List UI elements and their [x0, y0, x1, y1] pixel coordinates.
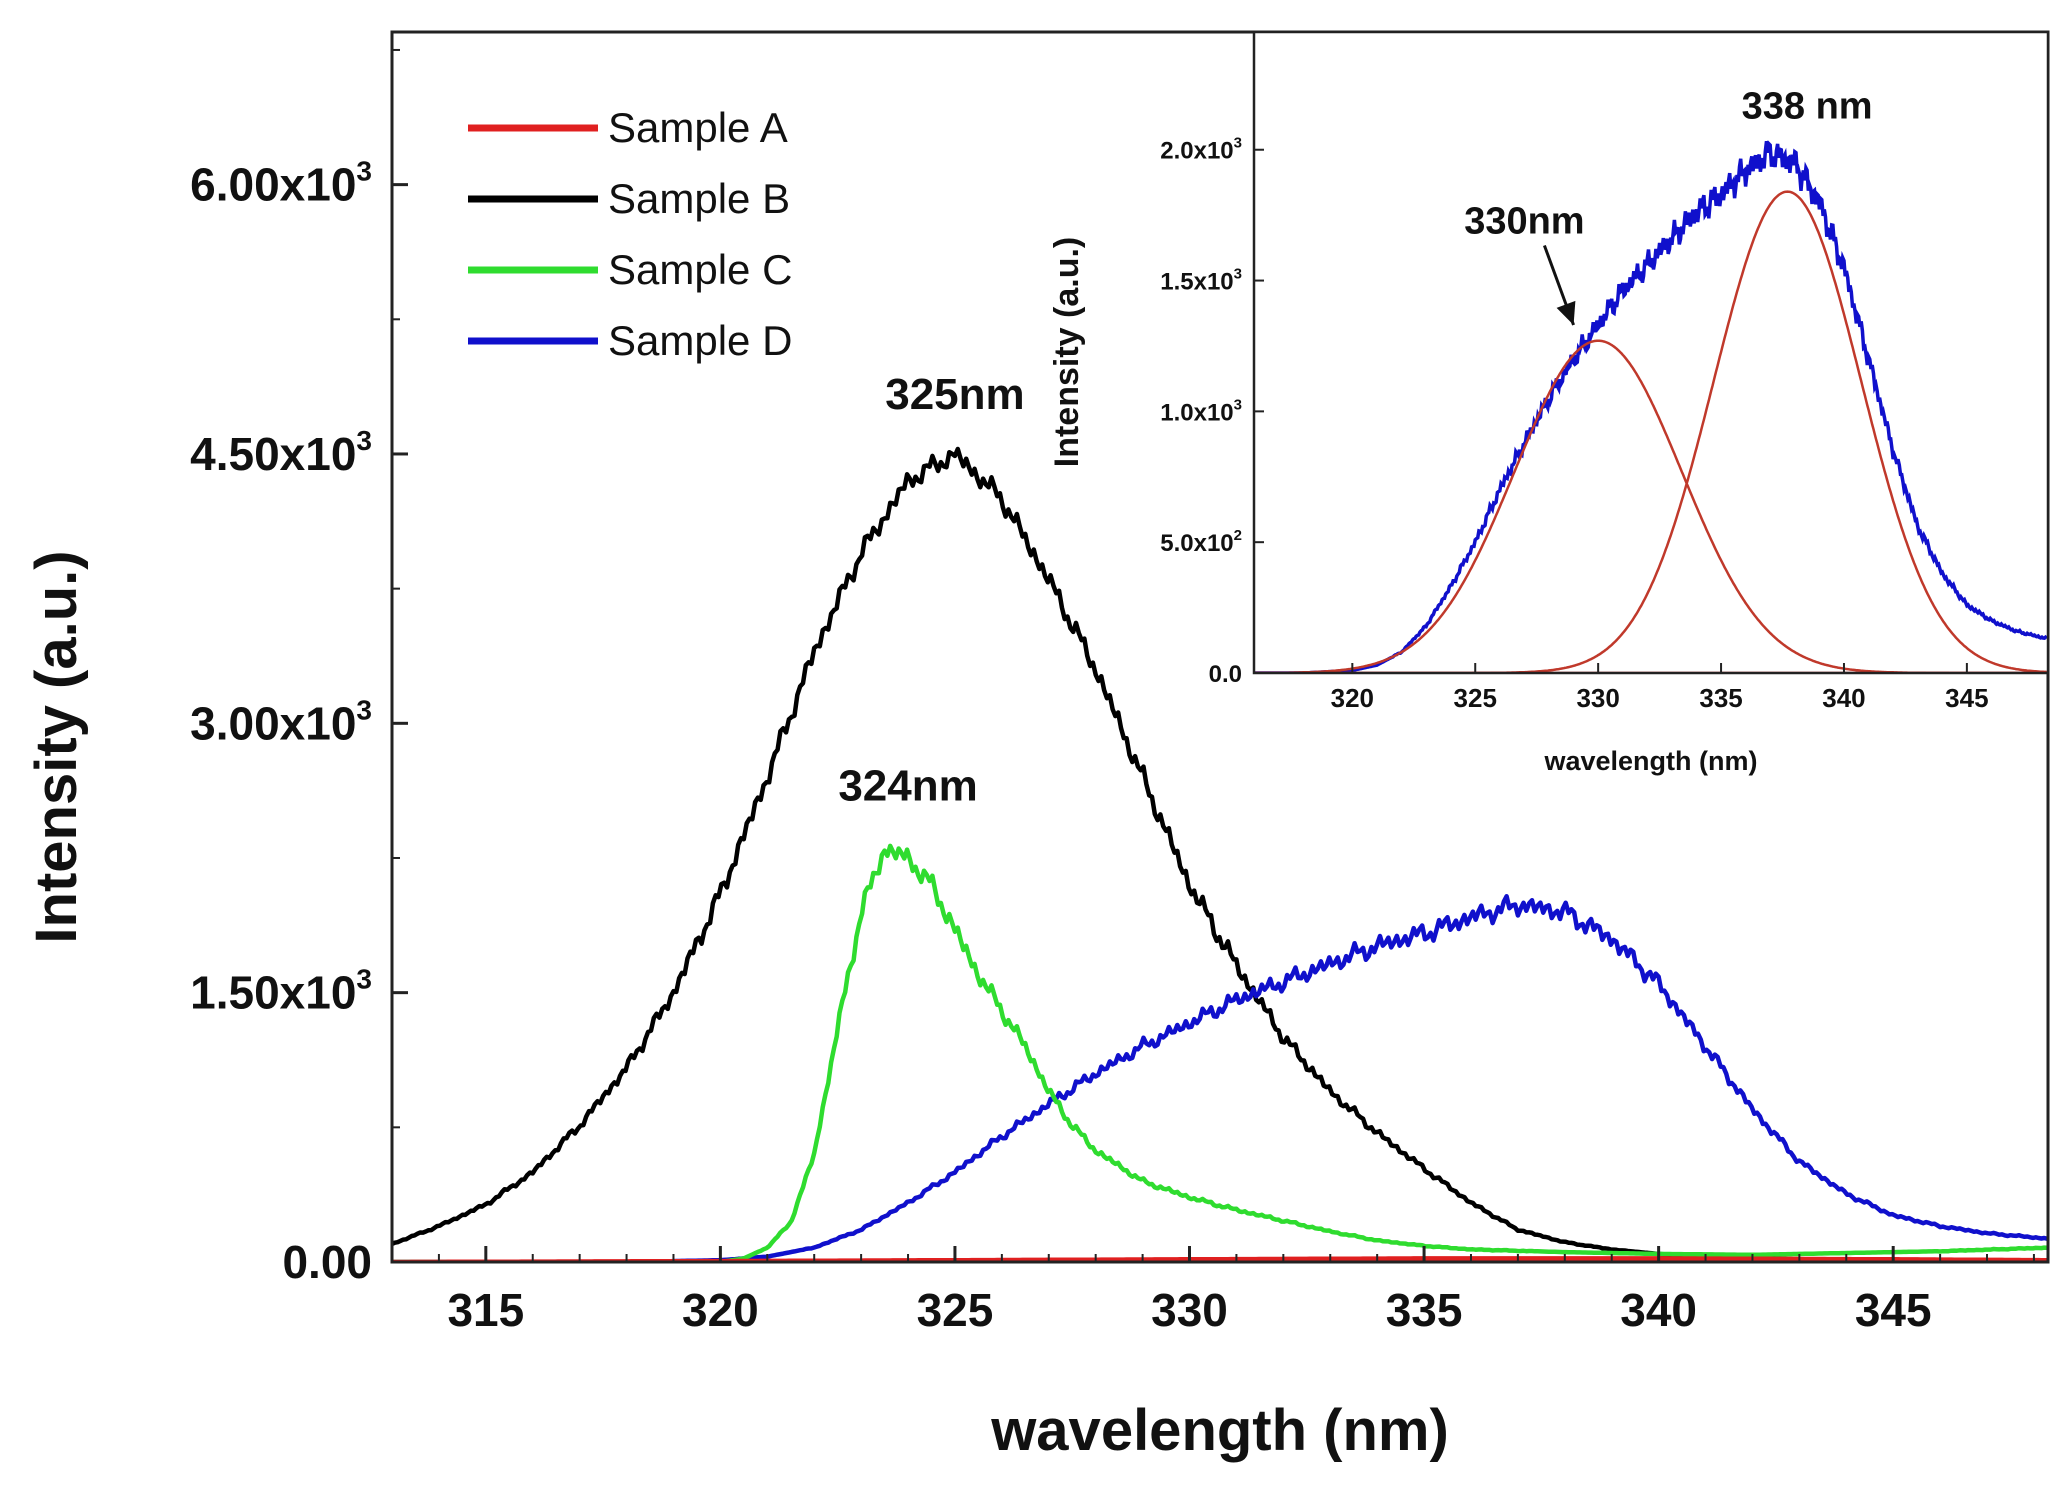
- y-axis-title: Intensity (a.u.): [24, 550, 89, 943]
- inset-y-tick-label: 5.0x102: [1160, 527, 1242, 557]
- legend-label-sample-a: Sample A: [608, 104, 788, 151]
- x-axis-title: wavelength (nm): [990, 1398, 1449, 1463]
- series-line-sample-c: [392, 843, 2048, 1262]
- inset-series-line-peak-338-nm-fit: [1254, 190, 2047, 673]
- legend-label-sample-d: Sample D: [608, 317, 792, 364]
- inset-x-tick-label: 345: [1945, 683, 1988, 713]
- inset-x-tick-label: 330: [1576, 683, 1619, 713]
- legend-label-sample-b: Sample B: [608, 175, 790, 222]
- inset-x-tick-label: 320: [1331, 683, 1374, 713]
- inset-annotations: 338 nm 330nm: [1464, 85, 1873, 326]
- inset-arrow-head: [1556, 300, 1576, 326]
- inset-ticks: 320 325 330 335 340 345 0.0 5.0x102 1.0x103 1.5x1…: [1160, 135, 1988, 713]
- x-tick-label: 315: [447, 1284, 524, 1336]
- main-annotations: 325nm 324nm: [838, 370, 1024, 810]
- inset-x-axis-title: wavelength (nm): [1543, 746, 1757, 776]
- x-tick-label: 340: [1620, 1284, 1697, 1336]
- legend-label-sample-c: Sample C: [608, 246, 792, 293]
- x-tick-label: 325: [917, 1284, 994, 1336]
- inset-y-tick-label: 1.0x103: [1160, 396, 1242, 426]
- inset-y-tick-label: 2.0x103: [1160, 135, 1242, 165]
- main-plot: 315 320 325 330 335 340 345 0.00 1.50x103 3.00x10…: [24, 30, 2050, 1463]
- x-tick-label: 335: [1386, 1284, 1463, 1336]
- inset-plot-frame: [1252, 30, 2050, 675]
- y-tick-label: 3.00x103: [190, 694, 372, 749]
- inset-peak-label-338-nm: 338 nm: [1742, 85, 1873, 127]
- inset-peak-label-330nm: 330nm: [1464, 200, 1584, 242]
- y-tick-label: 4.50x103: [190, 425, 372, 480]
- peak-label-324nm: 324nm: [838, 762, 977, 811]
- inset-plot: 320 325 330 335 340 345 0.0 5.0x102 1.0x103 1.5x1…: [1048, 30, 2050, 776]
- main-ticks: 315 320 325 330 335 340 345 0.00 1.50x103 3.00x10…: [190, 48, 2035, 1336]
- inset-x-tick-label: 335: [1699, 683, 1742, 713]
- x-tick-label: 320: [682, 1284, 759, 1336]
- y-tick-label: 6.00x103: [190, 156, 372, 211]
- inset-y-tick-label: 0.0: [1209, 661, 1242, 688]
- inset-background: [1254, 32, 2048, 673]
- inset-y-axis-title: Intensity (a.u.): [1048, 237, 1086, 467]
- x-tick-label: 330: [1151, 1284, 1228, 1336]
- y-tick-label: 1.50x103: [190, 964, 372, 1019]
- peak-label-325nm: 325nm: [885, 370, 1024, 419]
- inset-x-tick-label: 340: [1822, 683, 1865, 713]
- y-tick-label: 0.00: [282, 1236, 372, 1288]
- inset-y-tick-label: 1.5x103: [1160, 266, 1242, 296]
- x-tick-label: 345: [1855, 1284, 1932, 1336]
- inset-x-tick-label: 325: [1454, 683, 1497, 713]
- legend: Sample A Sample B Sample C Sample D: [468, 104, 792, 364]
